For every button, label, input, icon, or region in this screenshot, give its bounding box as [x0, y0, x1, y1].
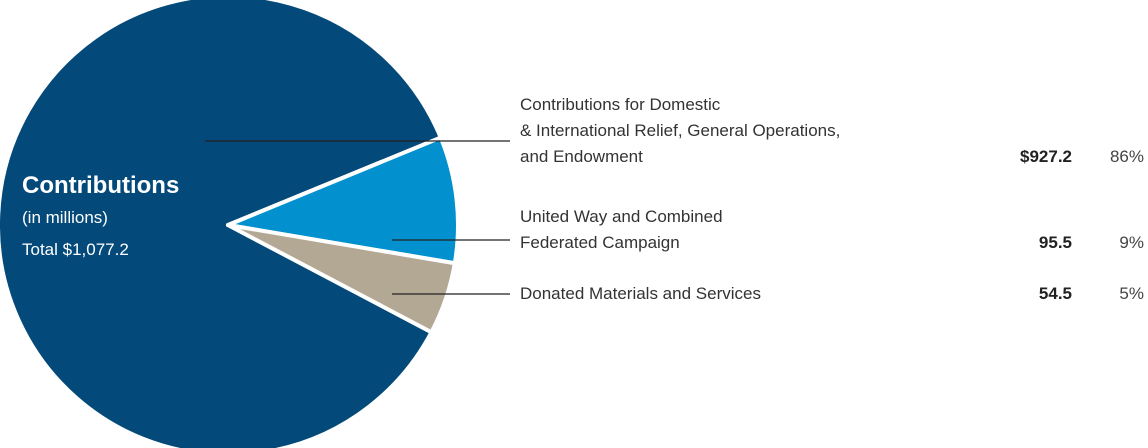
slice-donated — [226, 223, 457, 335]
slice-label-line: and Endowment — [520, 147, 643, 166]
slice-label-line: & International Relief, General Operatio… — [520, 121, 841, 140]
slice-label-line: Federated Campaign — [520, 233, 680, 252]
chart-subtitle: (in millions) — [22, 208, 108, 227]
slice-percent-domestic: 86% — [1109, 147, 1144, 166]
slice-percent-united-way: 9% — [1119, 233, 1144, 252]
slice-percent-donated: 5% — [1119, 284, 1144, 303]
chart-title: Contributions — [22, 172, 180, 199]
slice-label-line: Contributions for Domestic — [520, 95, 721, 114]
chart-total: Total $1,077.2 — [22, 240, 129, 259]
slice-label-line: United Way and Combined — [520, 207, 723, 226]
slice-label-domestic: Contributions for Domestic & Internation… — [520, 92, 840, 170]
slice-value-domestic: $927.2 — [1020, 147, 1072, 166]
slice-label-line: Donated Materials and Services — [520, 284, 761, 303]
slice-value-united-way: 95.5 — [1038, 233, 1072, 252]
slice-label-donated: Donated Materials and Services — [520, 281, 761, 307]
slice-value-donated: 54.5 — [1038, 284, 1072, 303]
slice-united-way — [226, 135, 460, 266]
slice-domestic — [0, 0, 443, 448]
slice-label-united-way: United Way and Combined Federated Campai… — [520, 204, 723, 256]
